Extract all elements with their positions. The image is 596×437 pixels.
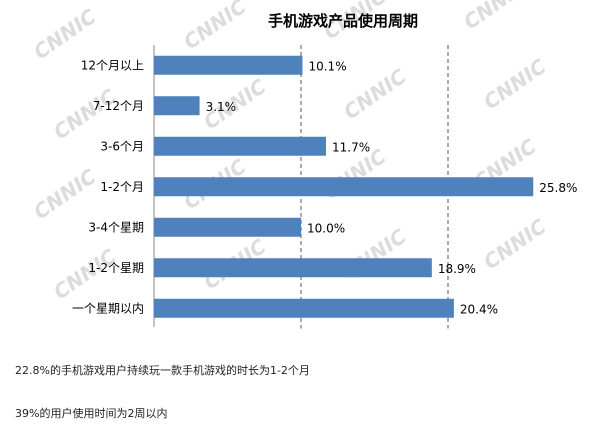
category-label-2: 3-6个月: [100, 139, 144, 153]
category-label-6: 一个星期以内: [72, 301, 144, 315]
value-label-1: 3.1%: [206, 100, 237, 114]
bar-chart: CNNIC CNNIC CNNIC CNNIC CNNIC CNNIC CNNIC CNNIC…: [29, 0, 577, 329]
value-label-5: 18.9%: [438, 262, 476, 276]
bar-0: [154, 55, 303, 75]
bar-1: [154, 96, 200, 116]
watermark-text-6: CNNIC: [339, 64, 411, 124]
watermark-text-1: CNNIC: [179, 0, 251, 54]
category-label-4: 3-4个星期: [88, 220, 144, 234]
value-label-6: 20.4%: [460, 302, 498, 316]
bar-2: [154, 136, 326, 156]
value-label-2: 11.7%: [332, 140, 370, 154]
category-label-5: 1-2个星期: [88, 261, 144, 275]
value-label-4: 10.0%: [307, 221, 345, 235]
watermark-text-15: CNNIC: [479, 214, 551, 274]
category-label-3: 1-2个月: [100, 180, 144, 194]
bars: 12个月以上 10.1% 7-12个月 3.1% 3-6个月 11.7% 1-2个月 25.8…: [72, 55, 577, 318]
watermark-text-4: CNNIC: [49, 84, 121, 144]
bar-6: [154, 298, 454, 318]
note-within-2-weeks: 39%的用户使用时间为2周以内: [15, 407, 168, 420]
watermark-text-3: CNNIC: [459, 0, 531, 34]
category-label-1: 7-12个月: [93, 99, 144, 113]
bar-4: [154, 217, 301, 237]
value-label-0: 10.1%: [308, 59, 346, 73]
watermark-text-8: CNNIC: [29, 164, 101, 224]
watermark-text-0: CNNIC: [29, 4, 101, 64]
bar-3: [154, 177, 534, 197]
bar-5: [154, 258, 432, 278]
value-label-3: 25.8%: [539, 181, 577, 195]
note-1-to-2-months: 22.8%的手机游戏用户持续玩一款手机游戏的时长为1-2个月: [15, 364, 310, 377]
category-label-0: 12个月以上: [81, 58, 144, 72]
chart-title: 手机游戏产品使用周期: [268, 12, 418, 30]
watermark-text-7: CNNIC: [479, 54, 551, 114]
